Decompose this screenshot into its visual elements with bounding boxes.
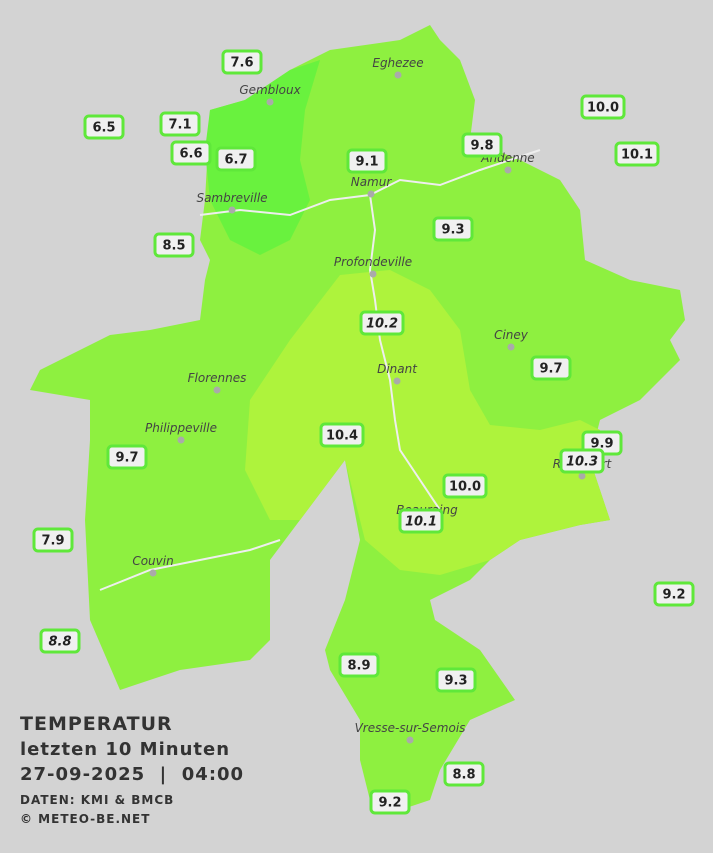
station-value: 9.7: [115, 451, 138, 466]
station-box: [106, 444, 148, 470]
station-value: 10.0: [449, 480, 481, 495]
town-label: Florennes: [188, 371, 247, 385]
station-value: 9.1: [355, 155, 378, 170]
station-value: 9.2: [378, 796, 401, 811]
river: [99, 539, 281, 591]
station-box: [432, 216, 474, 242]
copyright: © METEO-BE.NET: [20, 812, 150, 826]
station-box: [559, 448, 605, 474]
town-dot: [228, 206, 236, 214]
station-value: 7.1: [168, 118, 191, 133]
station-box: [653, 581, 695, 607]
town-dot: [406, 736, 414, 744]
station-value: 10.1: [405, 515, 437, 530]
station-box: [346, 148, 388, 174]
town-label: Gembloux: [239, 83, 301, 97]
station-box: [221, 49, 263, 75]
town-dot: [393, 377, 401, 385]
station-box: [461, 132, 503, 158]
station-value: 10.0: [587, 101, 619, 116]
town-dot: [504, 166, 512, 174]
river: [199, 149, 541, 217]
station-box: [215, 146, 257, 172]
river: [368, 194, 441, 511]
town-dot: [213, 386, 221, 394]
station-value: 7.9: [41, 534, 64, 549]
title: TEMPERATUR: [20, 713, 173, 735]
town-label: Profondeville: [334, 255, 412, 269]
station-value: 10.4: [326, 429, 358, 444]
timestamp: 27-09-2025 | 04:00: [20, 764, 244, 785]
station-box: [442, 473, 488, 499]
town-dot: [394, 71, 402, 79]
town-label: Namur: [351, 175, 393, 189]
town-label: Couvin: [132, 554, 173, 568]
station-value: 7.6: [230, 56, 253, 71]
station-value: 8.8: [452, 768, 475, 783]
town-label: Philippeville: [145, 421, 217, 435]
station-value: 10.1: [621, 148, 653, 163]
station-box: [443, 761, 485, 787]
station-value: 8.8: [48, 635, 71, 650]
town-label: Eghezee: [372, 56, 423, 70]
station-box: [32, 527, 74, 553]
station-value: 9.9: [590, 437, 613, 452]
station-value: 8.9: [347, 659, 370, 674]
station-value: 9.2: [662, 588, 685, 603]
town-label: Sambreville: [196, 191, 267, 205]
warm-zone: [205, 60, 320, 255]
town-label: Dinant: [377, 362, 418, 376]
hot-zone: [245, 270, 610, 575]
town-dot: [507, 343, 515, 351]
station-box: [170, 140, 212, 166]
town-dot: [369, 270, 377, 278]
station-value: 10.2: [366, 317, 398, 332]
station-value: 8.5: [162, 239, 185, 254]
station-box: [369, 789, 411, 815]
station-value: 6.6: [179, 147, 202, 162]
station-value: 9.8: [470, 139, 493, 154]
station-value: 9.3: [441, 223, 464, 238]
station-box: [614, 141, 660, 167]
station-box: [319, 422, 365, 448]
source: DATEN: KMI & BMCB: [20, 793, 174, 807]
station-value: 9.7: [539, 362, 562, 377]
station-box: [435, 667, 477, 693]
station-value: 10.3: [566, 455, 598, 470]
station-value: 9.3: [444, 674, 467, 689]
station-box: [398, 508, 444, 534]
station-box: [159, 111, 201, 137]
station-box: [530, 355, 572, 381]
town-dot: [578, 472, 586, 480]
station-box: [39, 628, 81, 654]
town-dot: [149, 569, 157, 577]
subtitle: letzten 10 Minuten: [20, 739, 230, 760]
station-value: 6.7: [224, 153, 247, 168]
station-box: [580, 94, 626, 120]
town-dot: [266, 98, 274, 106]
station-box: [338, 652, 380, 678]
town-dot: [177, 436, 185, 444]
station-box: [83, 114, 125, 140]
town-label: Ciney: [494, 328, 529, 342]
station-box: [359, 310, 405, 336]
town-label: Vresse-sur-Semois: [355, 721, 466, 735]
station-value: 6.5: [92, 121, 115, 136]
town-dot: [367, 190, 375, 198]
station-box: [153, 232, 195, 258]
